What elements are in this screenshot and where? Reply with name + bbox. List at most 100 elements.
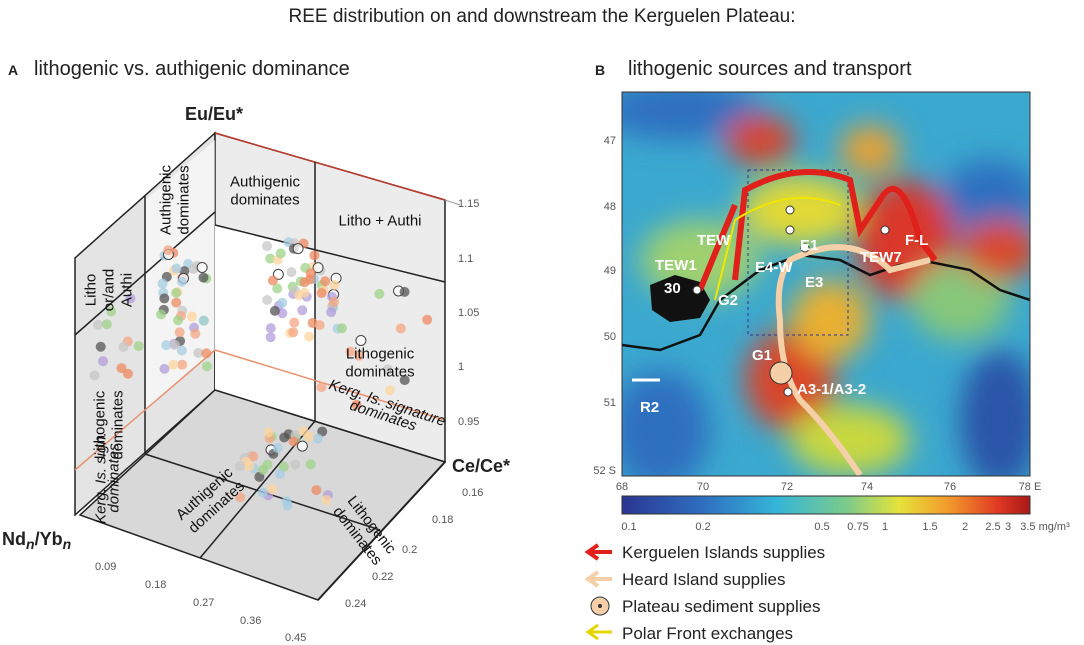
scatter-dot: [290, 459, 301, 470]
scatter-dot: [171, 263, 182, 274]
z-tick-label: 1: [458, 361, 464, 373]
region-line: Authigenic: [157, 164, 174, 235]
scatter-dot: [176, 276, 187, 287]
scatter-dot: [101, 319, 112, 330]
scatter-dot: [93, 319, 104, 330]
legend: [584, 543, 612, 641]
scatter-dot: [399, 286, 410, 297]
scatter-dot: [305, 459, 316, 470]
scatter-dot: [351, 399, 362, 410]
scatter-dot: [311, 485, 322, 496]
scatter-dot: [156, 309, 167, 320]
scatter-dot: [275, 248, 286, 259]
region-label: Lithoor/andAuthi: [82, 269, 135, 312]
scatter-dot: [174, 327, 185, 338]
scatter-dot: [198, 315, 209, 326]
region-line: dominates: [105, 443, 122, 513]
scatter-dot: [163, 245, 174, 256]
legend-icon: [584, 570, 612, 588]
region-line: Authigenic: [230, 173, 301, 190]
panel-label: B: [595, 62, 605, 78]
station-label: E1: [800, 237, 818, 254]
lat-tick-label: 52 S: [593, 465, 616, 477]
legend-label: Plateau sediment supplies: [622, 597, 820, 616]
scatter-dot: [267, 484, 278, 495]
scatter-dot: [159, 293, 170, 304]
region-label: Lithogenicdominates: [91, 390, 126, 459]
scatter-dot: [382, 364, 393, 375]
region-line: dominates: [230, 191, 299, 208]
scatter-dot: [257, 487, 268, 498]
stations: [692, 205, 890, 397]
scatter-dot: [309, 250, 320, 261]
scatter-dot: [159, 363, 170, 374]
scatter-dot: [399, 375, 410, 386]
axis-line: [444, 199, 461, 206]
scatter-dot: [297, 305, 308, 316]
scatter-dot: [277, 297, 288, 308]
scatter-dot: [171, 287, 182, 298]
scatter-dot: [267, 275, 278, 286]
colorbar-tick-label: 3.5 mg/m³: [1020, 521, 1070, 533]
station-label: TEW1: [655, 257, 697, 274]
station-label: TEW: [697, 232, 731, 249]
legend-label: Heard Island supplies: [622, 570, 785, 589]
lat-tick-label: 51: [604, 397, 616, 409]
heard-supply-arrow: [775, 244, 931, 476]
axis-label: Eu/Eu*: [185, 104, 243, 124]
colorbar-tick-label: 0.5: [814, 521, 829, 533]
region-line: dominates: [175, 165, 192, 234]
station-label: G2: [718, 292, 738, 309]
scatter-points: [89, 237, 433, 511]
scatter-dot: [263, 427, 274, 438]
scatter-dot: [354, 350, 365, 361]
scatter-dot: [172, 315, 183, 326]
scatter-dot: [321, 494, 332, 505]
region-line: Lithogenic: [91, 390, 108, 459]
colorbar-tick-label: 1: [882, 521, 888, 533]
scatter-dot: [274, 468, 285, 479]
region-label: Litho + Authi: [339, 212, 422, 229]
scatter-dot: [272, 442, 283, 453]
scatter-dot: [395, 323, 406, 334]
scatter-dot: [345, 346, 356, 357]
station-label: A3-1/A3-2: [797, 381, 866, 398]
scatter-dot: [305, 268, 316, 279]
threshold-line: [74, 349, 216, 471]
legend-labels: Kerguelen Islands supplies Heard Island s…: [622, 543, 825, 643]
scatter-dot: [296, 440, 308, 452]
legend-icon: [598, 604, 602, 608]
z-tick-label: 1.05: [458, 307, 479, 319]
scatter-dot: [187, 311, 198, 322]
lat-tick-label: 47: [604, 135, 616, 147]
colorbar: [621, 495, 1031, 515]
y-tick-label: 0.22: [372, 571, 393, 583]
scatter-dot: [265, 332, 276, 343]
scatter-dot: [95, 341, 106, 352]
scatter-dot: [316, 382, 327, 393]
colorbar-tick-label: 0.1: [621, 521, 636, 533]
scatter-dot: [289, 317, 300, 328]
scatter-dot: [292, 243, 304, 255]
scatter-dot: [299, 287, 310, 298]
colorbar-tick-label: 2: [962, 521, 968, 533]
scatter-dot: [133, 341, 144, 352]
panel-label: A: [8, 62, 18, 78]
station-label: 30: [664, 280, 681, 297]
divider: [214, 224, 446, 283]
region-line: dominates: [345, 363, 414, 380]
scatter-dot: [312, 262, 324, 274]
x-tick-label: 0.45: [285, 632, 306, 644]
region-line: Authi: [118, 273, 135, 307]
scatter-dot: [157, 278, 168, 289]
scatter-dot: [118, 342, 129, 353]
scatter-dot: [422, 314, 433, 325]
scatter-dot: [374, 288, 385, 299]
scatter-dot: [125, 293, 136, 304]
scatter-dot: [262, 241, 273, 252]
scatter-dot: [177, 359, 188, 370]
front-line: [622, 253, 1030, 352]
scatter-dot: [248, 451, 259, 462]
region-line: Lithogenic: [346, 345, 415, 362]
